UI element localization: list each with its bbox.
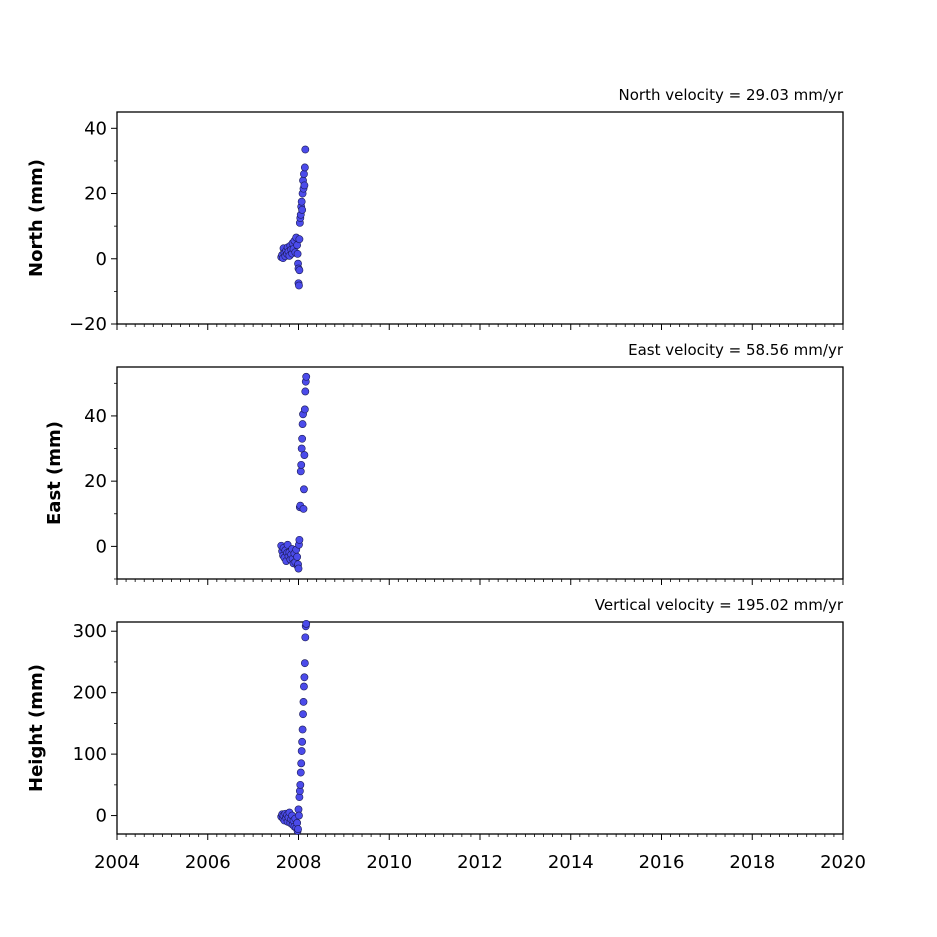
data-point	[294, 564, 303, 573]
data-point	[299, 710, 307, 719]
data-point	[298, 434, 307, 443]
data-point	[296, 467, 305, 476]
data-point	[293, 552, 302, 561]
y-tick-label: 0	[96, 536, 107, 557]
data-point	[302, 372, 311, 381]
x-tick-label: 2018	[729, 852, 775, 873]
data-point	[297, 759, 306, 768]
data-point	[302, 619, 311, 628]
x-tick-label: 2020	[820, 852, 866, 873]
data-point	[300, 405, 309, 414]
data-point	[301, 633, 310, 642]
plot-frame-north	[116, 111, 844, 325]
data-point	[300, 451, 309, 459]
data-point	[294, 825, 302, 833]
y-tick-label: 20	[84, 471, 107, 492]
data-point	[298, 725, 307, 734]
data-point	[298, 205, 307, 214]
velocity-label: East velocity = 58.56 mm/yr	[628, 341, 844, 359]
velocity-label: Vertical velocity = 195.02 mm/yr	[595, 596, 844, 614]
data-point	[297, 460, 306, 469]
data-point	[295, 235, 304, 244]
data-point	[295, 535, 304, 544]
data-point	[300, 485, 308, 494]
y-tick-label: 0	[96, 249, 107, 270]
data-point	[300, 682, 308, 691]
data-point	[300, 170, 308, 178]
data-point	[295, 281, 303, 290]
x-tick-label: 2014	[548, 852, 594, 873]
panel-height: 0 100 200 300 Height (mm) Vertical velocity =…	[26, 596, 866, 873]
x-tick-label: 2016	[639, 852, 685, 873]
data-point	[297, 444, 306, 453]
velocity-label: North velocity = 29.03 mm/yr	[619, 86, 844, 104]
data-point	[297, 197, 306, 206]
data-point	[301, 387, 310, 396]
x-tick-label: 2008	[276, 852, 322, 873]
x-tick-label: 2006	[185, 852, 231, 873]
y-axis-label: Height (mm)	[26, 664, 47, 792]
y-tick-label: 20	[84, 184, 107, 205]
data-point	[300, 163, 309, 172]
data-point	[300, 659, 309, 668]
data-point	[296, 780, 305, 789]
data-point	[301, 145, 310, 154]
data-point	[299, 504, 308, 513]
data-point	[297, 747, 306, 755]
data-point	[295, 266, 304, 275]
y-tick-label: −20	[69, 314, 107, 335]
y-tick-label: 40	[84, 406, 107, 427]
x-tick-label: 2004	[94, 852, 140, 873]
x-tick-label: 2010	[366, 852, 412, 873]
x-tick-label: 2012	[457, 852, 503, 873]
y-axis-label: North (mm)	[26, 159, 47, 277]
data-point	[295, 811, 303, 820]
y-tick-label: 200	[73, 683, 107, 704]
panel-north: −20 0 20 40 North (mm) North velocity = 29.03…	[26, 86, 844, 335]
y-tick-label: 40	[84, 118, 107, 139]
panel-east: 0 20 40 East (mm) East velocity = 58.56 mm/y…	[44, 341, 844, 585]
y-tick-label: 300	[73, 621, 107, 642]
data-point	[300, 181, 309, 190]
data-point	[300, 673, 309, 682]
data-point	[293, 249, 302, 258]
data-point	[296, 768, 305, 777]
y-tick-label: 100	[73, 744, 107, 765]
y-axis-label: East (mm)	[44, 421, 65, 525]
plot-frame-east	[116, 366, 844, 580]
plot-frame-height	[116, 621, 844, 835]
y-tick-label: 0	[96, 806, 107, 827]
data-point	[298, 420, 307, 428]
data-point	[299, 697, 308, 706]
data-point	[298, 737, 307, 746]
